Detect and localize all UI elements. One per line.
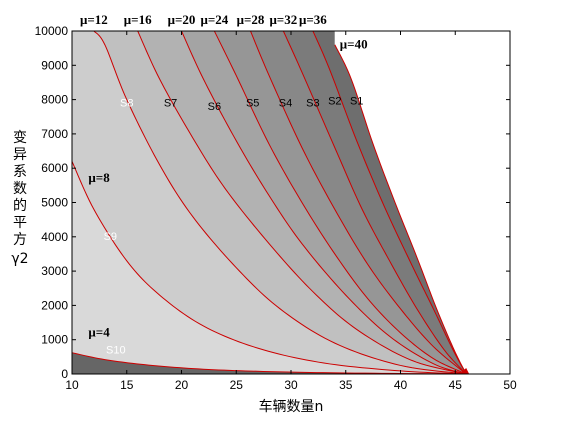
mu-label-12: μ=12 [80, 12, 108, 27]
y-axis-label-symbol: γ2 [11, 251, 28, 267]
mu-label-20: μ=20 [168, 12, 196, 27]
region-label-s4: S4 [279, 97, 292, 109]
y-tick-label: 2000 [41, 298, 68, 312]
boundary-curve-mu-28 [250, 31, 467, 374]
boundary-curve-mu-12 [93, 31, 467, 374]
boundary-curve-mu-8 [72, 161, 467, 374]
region-label-s7: S7 [164, 97, 177, 109]
region-label-s6: S6 [208, 101, 221, 113]
y-tick-label: 7000 [41, 127, 68, 141]
y-axis-label-char: 数 [13, 181, 27, 197]
y-axis-label-char: 方 [13, 232, 27, 248]
y-axis-label-char: 变 [13, 130, 27, 146]
region-fills [72, 31, 510, 374]
boundary-curve-mu-24 [213, 31, 467, 374]
mu-label-32: μ=32 [269, 12, 297, 27]
region-label-s10: S10 [106, 344, 126, 356]
x-tick-label: 40 [394, 378, 408, 392]
boundary-curves [72, 31, 470, 374]
x-tick-label: 45 [449, 378, 463, 392]
region-fill-outside [334, 31, 510, 374]
region-label-s9: S9 [104, 231, 117, 243]
mu-label-36: μ=36 [299, 12, 327, 27]
x-tick-label: 50 [503, 378, 517, 392]
boundary-curve-mu-20 [181, 31, 467, 374]
y-tick-label: 5000 [41, 196, 68, 210]
region-label-s2: S2 [328, 96, 341, 108]
x-tick-label: 25 [230, 378, 244, 392]
x-tick-label: 10 [65, 378, 79, 392]
mu-label-8: μ=8 [88, 170, 110, 185]
x-tick-label: 35 [339, 378, 353, 392]
x-tick-label: 20 [175, 378, 189, 392]
y-tick-label: 1000 [41, 333, 68, 347]
convergence-marker [459, 368, 470, 374]
boundary-curve-mu-36 [312, 31, 467, 374]
y-axis-label-char: 的 [13, 198, 27, 214]
region-label-s3: S3 [306, 97, 319, 109]
y-tick-label: 3000 [41, 264, 68, 278]
mu-label-40: μ=40 [340, 37, 368, 52]
y-tick-label: 10000 [35, 24, 69, 38]
boundary-curve-mu-40 [334, 44, 467, 374]
y-tick-label: 0 [61, 367, 68, 381]
y-axis-label-char: 系 [13, 164, 27, 180]
axis-ticks: 10 15 20 25 30 35 40 45 50 0 1000 2000 3000 4000 5000 6… [35, 24, 517, 392]
mu-label-16: μ=16 [124, 12, 152, 27]
boundary-curve-mu-32 [282, 31, 467, 374]
region-label-s1: S1 [350, 96, 363, 108]
x-tick-label: 30 [284, 378, 298, 392]
mu-label-28: μ=28 [237, 12, 265, 27]
mu-labels: μ=4 μ=8 μ=12 μ=16 μ=20 μ=24 μ=28 μ=32 μ=36 μ=40 [80, 12, 368, 339]
region-label-s8: S8 [120, 97, 133, 109]
y-axis-label-char: 平 [13, 215, 27, 231]
x-tick-label: 15 [120, 378, 134, 392]
boundary-curve-mu-16 [137, 31, 467, 374]
y-tick-label: 8000 [41, 93, 68, 107]
region-labels: S10 S9 S8 S7 S6 S5 S4 S3 S2 S1 [104, 96, 364, 357]
y-tick-label: 6000 [41, 161, 68, 175]
mu-label-4: μ=4 [88, 324, 110, 339]
region-label-s5: S5 [246, 97, 259, 109]
y-tick-label: 4000 [41, 230, 68, 244]
y-axis-label-char: 异 [13, 147, 27, 163]
x-axis-label: 车辆数量n [259, 398, 324, 415]
mu-label-24: μ=24 [200, 12, 228, 27]
y-tick-label: 9000 [41, 58, 68, 72]
